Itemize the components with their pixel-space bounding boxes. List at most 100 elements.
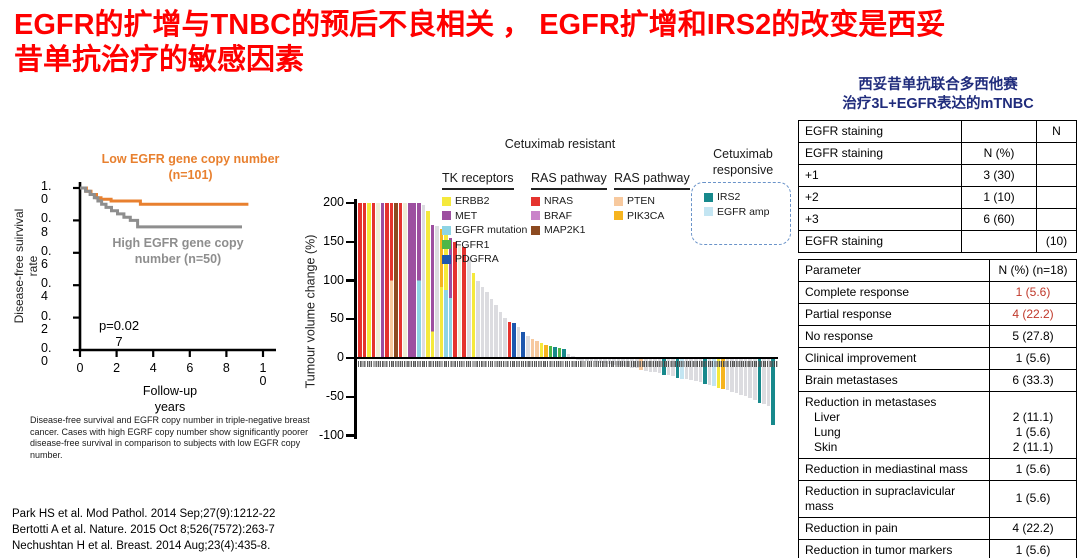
table-cell [1036, 141, 1077, 165]
waterfall-bar [594, 359, 598, 363]
waterfall-bar [675, 359, 680, 378]
waterfall-bar [494, 305, 498, 358]
waterfall-y-axis-line [354, 199, 357, 439]
table-cell: Reduction in supraclavicular mass [798, 479, 990, 518]
km-caption: Disease-free survival and EGFR copy numb… [30, 415, 310, 461]
waterfall-bar [398, 203, 403, 358]
reference-1: Park HS et al. Mod Pathol. 2014 Sep;27(9… [12, 508, 276, 520]
legend-item: BRAF [531, 210, 607, 222]
table-header-cell: Parameter [798, 258, 990, 282]
waterfall-bar [544, 344, 548, 358]
km-y-axis-label-line1: Disease-free suirvival [12, 208, 26, 324]
cetuximab-responsive-dashed-box: IRS2 EGFR amp [691, 182, 791, 245]
fgfr1-swatch-icon [442, 240, 451, 249]
page-title-line-2: 昔单抗治疗的敏感因素 [14, 43, 305, 76]
wf-ytick-label: 150 [323, 233, 344, 248]
wf-ytick-label: 200 [323, 195, 344, 209]
legend-item-label: PTEN [627, 195, 656, 207]
legend-item-label: MAP2K1 [544, 224, 586, 236]
egfr-mutation-swatch-icon [442, 225, 451, 235]
legend-items: ERBB2 MET EGFR mutation FGFR1 PDGFRA [442, 195, 527, 265]
waterfall-bar [689, 359, 693, 381]
km-ytick-label: 0. 0 [41, 341, 52, 369]
waterfall-bar [566, 354, 571, 358]
table-row: +2 1 (10) [798, 185, 1077, 209]
waterfall-bar [439, 229, 444, 358]
waterfall-bar [471, 272, 476, 359]
table-row: Partial response 4 (22.2) [798, 302, 1077, 326]
waterfall-bar [725, 359, 730, 391]
waterfall-bar [498, 311, 503, 358]
legend-item-label: NRAS [544, 195, 574, 207]
table-row: EGFR staining (10) [798, 229, 1077, 253]
table-row-metastases: Reduction in metastases Liver Lung Skin … [798, 390, 1077, 459]
waterfall-bar [380, 203, 385, 358]
table-cell: 3 (30) [961, 163, 1037, 187]
right-panel-heading-line1: 西妥昔单抗联合多西他赛 [858, 77, 1018, 93]
wf-ytick [346, 201, 354, 205]
waterfall-sample-labels [358, 361, 778, 367]
table-row: Clinical improvement 1 (5.6) [798, 346, 1077, 370]
waterfall-bar [580, 359, 585, 361]
km-series0-line1: Low EGFR gene copy number [101, 152, 280, 166]
table-cell: 1 (5.6) [989, 346, 1077, 370]
waterfall-bar [507, 321, 512, 358]
table-cell: N [1036, 119, 1077, 143]
waterfall-bar [680, 359, 684, 379]
legend-items: PTEN PIK3CA [614, 195, 690, 222]
legend-item-label: IRS2 [717, 191, 741, 203]
table-row: EGFR staining N (%) [798, 141, 1077, 165]
legend-items: NRAS BRAF MAP2K1 [531, 195, 607, 236]
km-xtick-label: 2 [113, 361, 121, 375]
legend-item-label: EGFR mutation [455, 224, 528, 236]
legend-item: PTEN [614, 195, 690, 207]
km-x-axis-label-line2: years [154, 399, 186, 414]
km-xtick-label: 1 0 [259, 361, 267, 389]
waterfall-bar [698, 359, 703, 383]
waterfall-figure: Cetuximab resistant Tumour volume change… [300, 125, 791, 460]
table-row: Reduction in supraclavicular mass 1 (5.6… [798, 479, 1077, 518]
waterfall-bar [535, 340, 539, 358]
legend-group-tk-receptors: TK receptors ERBB2 MET EGFR mutation FGFR1 P… [442, 169, 527, 268]
km-ytick-label: 0. 4 [41, 276, 52, 304]
km-series-label-0: Low EGFR gene copy number (n=101) [73, 152, 308, 183]
waterfall-bar [575, 359, 580, 360]
km-series-label-1: High EGFR gene copy number (n=50) [78, 236, 278, 267]
table-cell: 4 (22.2) [989, 516, 1077, 540]
waterfall-bar [489, 299, 494, 358]
wf-ytick [346, 240, 354, 243]
waterfall-bar [430, 224, 435, 358]
wf-ytick-label: 100 [323, 272, 344, 287]
waterfall-bar [730, 359, 734, 392]
legend-item: EGFR mutation [442, 224, 527, 236]
table-row: No response 5 (27.8) [798, 324, 1077, 348]
waterfall-bar [693, 359, 698, 381]
table-cell: +1 [798, 163, 962, 187]
waterfall-bar [771, 359, 775, 426]
km-ytick-label: 0. 6 [41, 243, 52, 271]
legend-item-label: PIK3CA [627, 209, 665, 222]
waterfall-bar [716, 359, 721, 388]
waterfall-bar [589, 359, 594, 362]
table-row: Complete response 1 (5.6) [798, 280, 1077, 304]
table-cell: 1 (5.6) [989, 538, 1077, 558]
waterfall-bar [557, 347, 562, 358]
waterfall-bar [743, 359, 748, 397]
table-cell: (10) [1036, 229, 1077, 253]
map2k1-swatch-icon [531, 225, 540, 235]
waterfall-bar [762, 359, 766, 405]
table-row: Brain metastases 6 (33.3) [798, 368, 1077, 392]
legend-item-label: ERBB2 [455, 195, 490, 207]
right-panel-heading-line2: 治疗3L+EGFR表达的mTNBC [842, 95, 1034, 112]
table-cell: EGFR staining [798, 119, 962, 143]
wf-ytick [346, 395, 354, 398]
metastases-sub-label: Lung [814, 424, 841, 439]
km-plot-svg [73, 182, 276, 357]
waterfall-bar [485, 292, 489, 358]
waterfall-bar [539, 342, 544, 358]
table-row: Reduction in tumor markers 1 (5.6) [798, 538, 1077, 558]
legend-group-header: TK receptors [442, 171, 514, 190]
legend-item: MAP2K1 [531, 224, 607, 236]
pten-swatch-icon [614, 196, 623, 206]
